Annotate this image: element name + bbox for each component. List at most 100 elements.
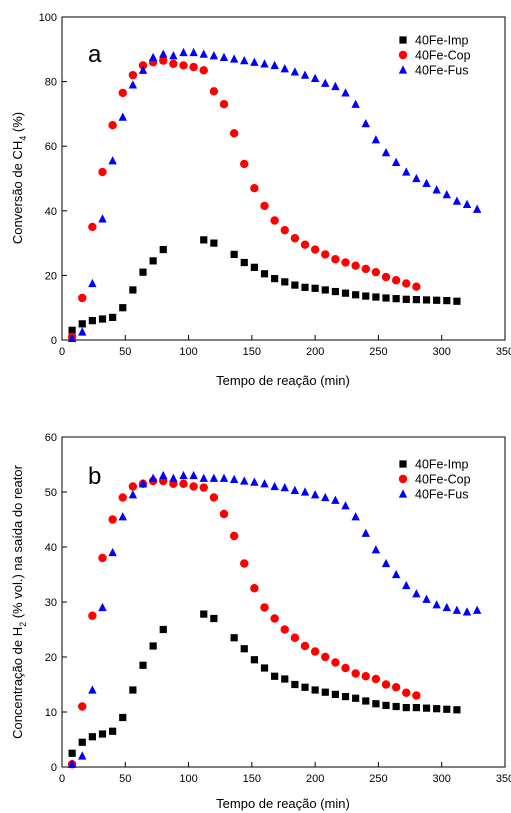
data-point-square — [311, 284, 319, 292]
data-point-circle — [219, 100, 229, 109]
data-point-triangle — [290, 67, 300, 76]
data-point-triangle — [381, 558, 391, 568]
data-point-circle — [78, 702, 87, 711]
data-point-circle — [209, 87, 219, 96]
data-point-square — [230, 250, 238, 259]
data-point-square — [88, 317, 96, 325]
data-point-square — [260, 270, 269, 278]
data-point-triangle — [452, 196, 462, 205]
data-point-triangle — [67, 333, 77, 343]
data-point-triangle — [169, 51, 178, 60]
y-tick-label: 40 — [45, 542, 57, 554]
data-point-triangle — [159, 470, 168, 480]
data-point-square — [68, 749, 76, 757]
legend-label: 40Fe-Cop — [415, 49, 471, 63]
data-point-square — [392, 702, 400, 711]
x-tick-label: 100 — [179, 346, 197, 358]
data-point-square — [331, 287, 339, 296]
data-point-triangle — [341, 501, 350, 510]
data-point-circle — [128, 482, 138, 491]
data-point-circle — [199, 66, 208, 75]
data-point-square — [341, 289, 350, 297]
data-point-triangle — [179, 470, 188, 480]
data-point-triangle — [442, 602, 451, 612]
data-point-triangle — [108, 156, 117, 165]
data-point-square — [412, 296, 420, 304]
data-point-square — [159, 245, 167, 254]
x-tick-label: 300 — [433, 346, 451, 358]
data-point-circle — [391, 683, 401, 692]
data-point-circle — [381, 680, 391, 689]
data-point-circle — [280, 225, 289, 235]
data-point-triangle — [472, 204, 482, 213]
x-tick-label: 150 — [243, 773, 261, 785]
y-axis-title-b-main: Concentração de H — [10, 627, 25, 739]
data-point-square — [372, 700, 380, 708]
data-point-triangle — [371, 135, 381, 144]
data-point-circle — [260, 603, 269, 612]
data-point-square — [321, 688, 329, 696]
data-point-triangle — [199, 49, 208, 58]
legend-label: 40Fe-Fus — [415, 488, 469, 502]
data-point-triangle — [118, 512, 127, 521]
data-point-triangle — [250, 477, 259, 486]
data-point-triangle — [462, 199, 472, 208]
data-point-triangle — [98, 602, 107, 612]
data-point-square — [109, 727, 117, 735]
data-point-triangle — [391, 157, 401, 166]
data-point-circle — [108, 121, 117, 130]
data-point-circle — [310, 245, 320, 254]
data-point-square — [159, 625, 167, 634]
y-tick-label: 20 — [45, 270, 57, 282]
x-tick-label: 200 — [306, 346, 324, 358]
data-point-square — [382, 294, 390, 302]
data-point-triangle — [78, 327, 87, 336]
data-point-triangle — [442, 190, 451, 199]
data-point-square — [301, 683, 309, 691]
legend-label: 40Fe-Imp — [415, 458, 469, 472]
data-point-circle — [270, 614, 279, 623]
legend-label: 40Fe-Imp — [415, 34, 469, 48]
data-point-circle — [402, 279, 411, 288]
data-point-square — [200, 236, 208, 244]
data-point-circle — [321, 652, 330, 662]
data-point-triangle — [361, 528, 370, 537]
data-point-circle — [88, 611, 97, 620]
data-point-square — [119, 713, 127, 722]
data-point-triangle — [402, 580, 411, 590]
data-point-triangle — [108, 547, 117, 557]
data-point-square — [109, 313, 117, 321]
data-point-square — [352, 291, 360, 299]
data-point-triangle — [422, 178, 431, 187]
legend-marker — [399, 460, 407, 468]
data-point-square — [453, 297, 461, 305]
y-tick-label: 60 — [45, 141, 57, 153]
y-tick-label: 10 — [45, 707, 57, 719]
y-tick-label: 80 — [45, 77, 57, 89]
data-point-circle — [371, 674, 381, 684]
data-point-circle — [351, 261, 360, 270]
data-point-circle — [98, 167, 107, 177]
y-tick-label: 0 — [51, 762, 57, 774]
data-point-triangle — [159, 49, 168, 58]
data-point-square — [443, 296, 451, 305]
x-tick-label: 50 — [119, 346, 131, 358]
data-point-circle — [219, 509, 229, 519]
data-point-square — [78, 320, 86, 328]
x-tick-label: 300 — [433, 773, 451, 785]
x-tick-label: 0 — [59, 773, 65, 785]
y-tick-label: 60 — [45, 432, 57, 444]
data-point-triangle — [78, 751, 87, 760]
data-point-circle — [159, 56, 168, 65]
data-point-circle — [189, 62, 198, 72]
data-point-square — [271, 275, 279, 283]
data-point-triangle — [402, 167, 411, 176]
panel-label-a: a — [88, 41, 102, 68]
data-point-circle — [412, 282, 421, 291]
data-point-square — [321, 286, 329, 294]
data-point-square — [98, 730, 107, 738]
data-point-square — [139, 661, 147, 669]
data-point-circle — [371, 267, 381, 277]
